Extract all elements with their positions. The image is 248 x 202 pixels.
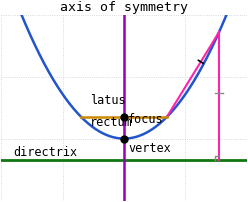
Title: axis of symmetry: axis of symmetry — [60, 1, 188, 14]
Text: rectum: rectum — [90, 116, 133, 128]
Text: focus: focus — [128, 112, 164, 125]
Text: vertex: vertex — [128, 141, 171, 154]
Text: latus: latus — [90, 93, 126, 106]
Text: directrix: directrix — [14, 145, 78, 158]
